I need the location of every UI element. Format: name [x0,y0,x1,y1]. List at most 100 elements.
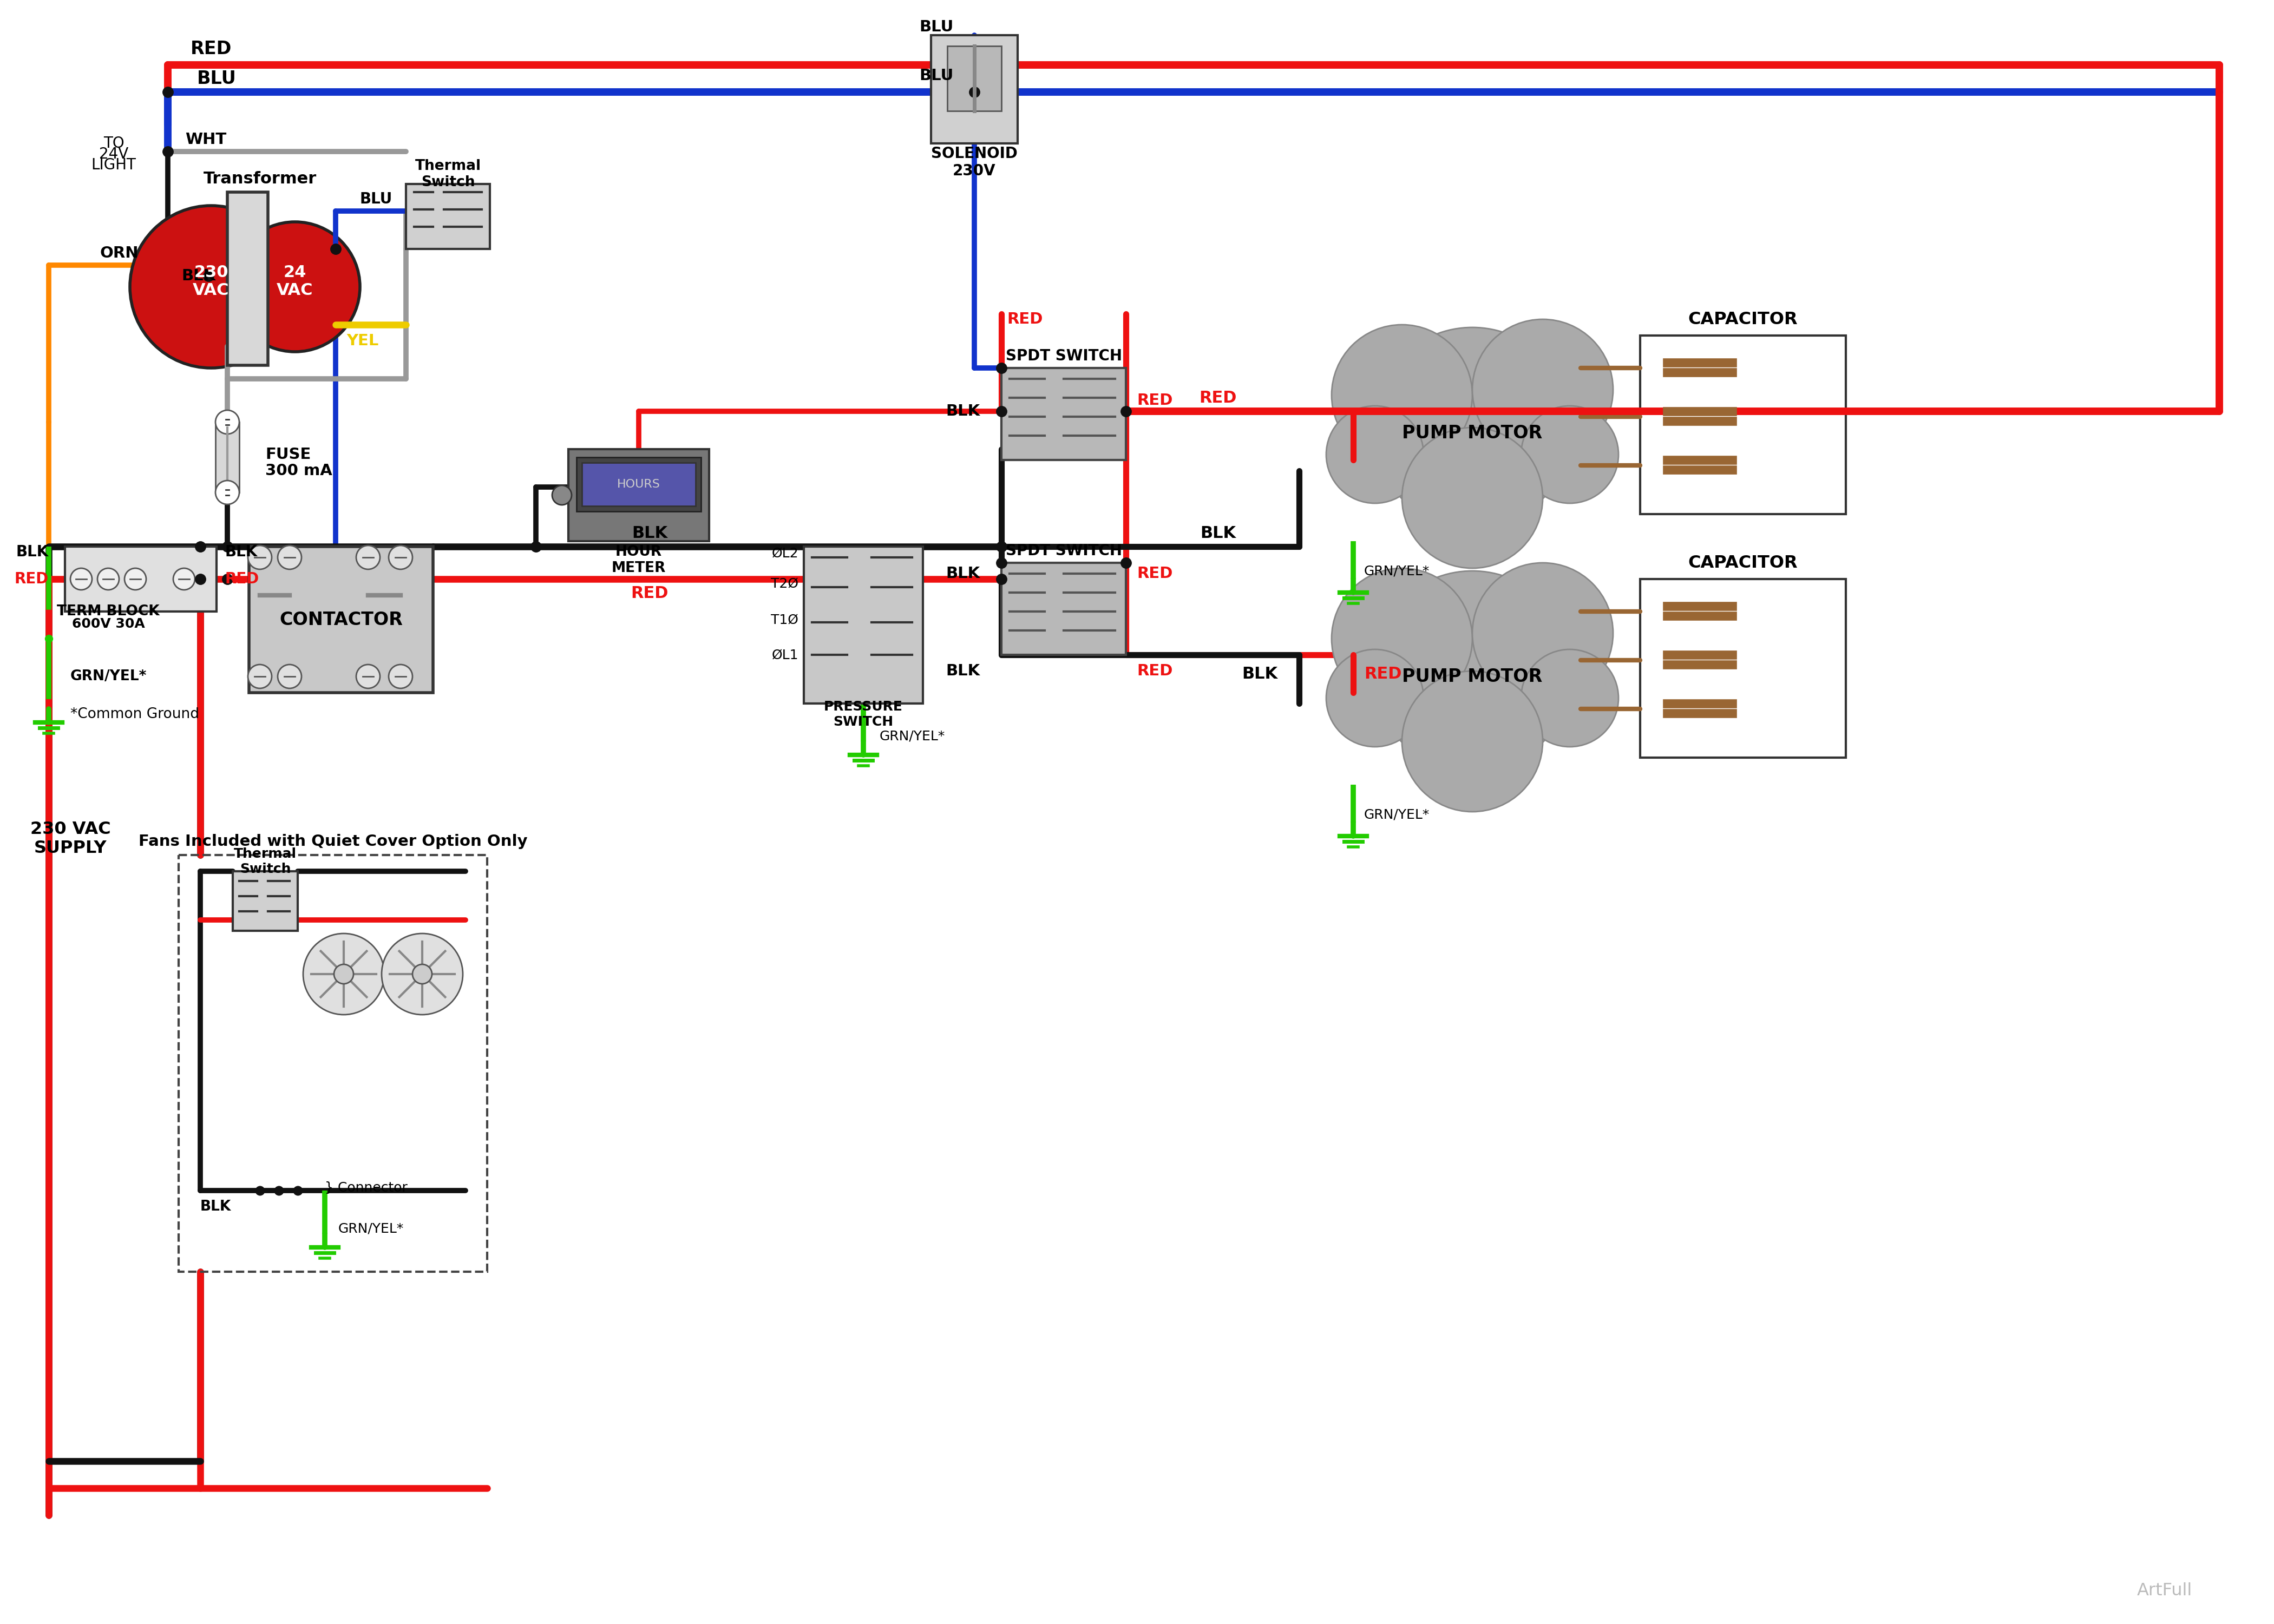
Circle shape [130,206,293,369]
Text: GRN/YEL*: GRN/YEL* [70,669,148,684]
Text: TO: TO [102,136,125,151]
Text: CAPACITOR: CAPACITOR [1687,310,1799,328]
Polygon shape [1640,336,1846,515]
Circle shape [98,568,118,590]
Polygon shape [227,192,268,365]
Text: SPDT SWITCH: SPDT SWITCH [1005,544,1121,559]
Text: WHT: WHT [184,132,227,148]
Text: 230 VAC
SUPPLY: 230 VAC SUPPLY [30,820,111,857]
Circle shape [1403,427,1542,568]
Text: *Common Ground: *Common Ground [70,708,200,721]
Text: RED: RED [225,572,259,586]
Polygon shape [578,458,700,512]
Text: Fans Included with Quiet Cover Option Only: Fans Included with Quiet Cover Option On… [139,833,528,849]
Text: YEL: YEL [346,333,380,349]
Polygon shape [582,463,696,507]
Text: CAPACITOR: CAPACITOR [1687,554,1799,572]
Text: TERM BLOCK: TERM BLOCK [57,604,159,619]
Text: RED: RED [1137,567,1173,581]
Circle shape [216,481,239,505]
Text: Transformer: Transformer [202,171,316,187]
Text: BLK: BLK [1242,666,1278,682]
Text: HOUR
METER: HOUR METER [612,546,666,575]
Circle shape [125,568,146,590]
Text: BLK: BLK [200,1200,232,1213]
Circle shape [389,664,412,689]
Circle shape [302,934,384,1015]
Polygon shape [216,422,239,492]
Text: 24
VAC: 24 VAC [277,265,314,299]
Circle shape [1371,572,1574,771]
Text: T1Ø: T1Ø [771,614,798,627]
Circle shape [1471,564,1612,703]
Circle shape [412,965,432,984]
Circle shape [1326,406,1424,503]
Circle shape [277,664,302,689]
Text: 300 mA: 300 mA [266,463,332,479]
Text: RED: RED [1137,664,1173,679]
Text: PUMP MOTOR: PUMP MOTOR [1403,667,1542,685]
Polygon shape [248,547,432,693]
Circle shape [248,546,271,570]
Polygon shape [232,870,298,931]
Circle shape [357,546,380,570]
Text: PUMP MOTOR: PUMP MOTOR [1403,424,1542,442]
Polygon shape [568,450,709,541]
Polygon shape [66,547,216,612]
Circle shape [553,486,571,505]
Text: RED: RED [1198,390,1237,406]
Polygon shape [1001,369,1126,460]
Text: ØL2: ØL2 [771,547,798,560]
Text: Thermal
Switch: Thermal Switch [234,848,296,875]
Circle shape [277,546,302,570]
Text: 24V: 24V [100,146,127,162]
Text: SOLENOID
230V: SOLENOID 230V [930,146,1016,179]
Text: BLK: BLK [946,664,980,679]
Text: ØL1: ØL1 [771,648,798,661]
Circle shape [334,965,352,984]
Circle shape [1333,325,1471,466]
Circle shape [382,934,464,1015]
Circle shape [1521,650,1619,747]
Text: BLU: BLU [359,192,393,206]
Text: PRESSURE
SWITCH: PRESSURE SWITCH [823,700,903,728]
Circle shape [389,546,412,570]
Text: BLU: BLU [198,70,236,88]
Polygon shape [803,547,923,703]
Circle shape [248,664,271,689]
Polygon shape [930,36,1019,143]
Circle shape [173,568,196,590]
Circle shape [1371,328,1574,528]
Text: BLU: BLU [919,68,953,83]
Polygon shape [1640,580,1846,758]
Text: GRN/YEL*: GRN/YEL* [339,1221,405,1234]
Text: ArtFull: ArtFull [2138,1583,2192,1600]
Text: } Connector: } Connector [325,1181,407,1194]
Text: RED: RED [1137,393,1173,408]
Text: FUSE: FUSE [266,447,312,463]
Circle shape [1471,320,1612,460]
Text: 600V 30A: 600V 30A [73,617,146,630]
Text: RED: RED [630,585,669,601]
Circle shape [1326,650,1424,747]
Text: CONTACTOR: CONTACTOR [280,611,402,628]
Text: GRN/YEL*: GRN/YEL* [880,729,946,742]
Polygon shape [1001,564,1126,654]
Text: T2Ø: T2Ø [771,577,798,590]
Text: BLK: BLK [632,525,669,541]
Polygon shape [407,184,489,248]
Text: Thermal
Switch: Thermal Switch [416,159,482,190]
Circle shape [1403,671,1542,812]
Circle shape [1521,406,1619,503]
Text: RED: RED [191,39,232,57]
Text: BLU: BLU [919,19,953,34]
Text: 230
VAC: 230 VAC [193,265,230,299]
Text: BLK: BLK [946,567,980,581]
Text: HOURS: HOURS [616,479,659,490]
Circle shape [230,222,359,352]
Text: GRN/YEL*: GRN/YEL* [1364,809,1430,820]
Circle shape [216,411,239,434]
Text: BLK: BLK [946,404,980,419]
Text: SPDT SWITCH: SPDT SWITCH [1005,349,1121,364]
Text: RED: RED [1364,666,1401,682]
